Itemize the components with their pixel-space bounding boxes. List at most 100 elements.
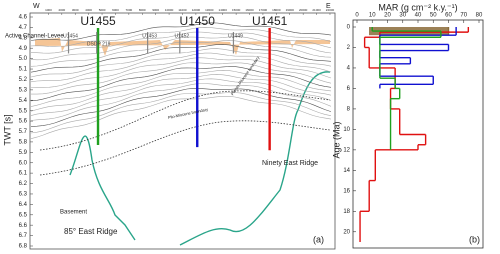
- reflector: [30, 52, 332, 83]
- x-tick-label: 10000: [165, 8, 174, 12]
- y-tick-label: 5.1: [19, 67, 28, 73]
- site-label: U1454: [63, 33, 78, 39]
- y-tick-label: 2: [347, 45, 351, 51]
- y-tick-label: 6.2: [19, 181, 28, 187]
- x-tick-label: 60: [445, 13, 452, 19]
- y-tick-label: 10: [343, 127, 350, 133]
- x-tick-label: 20000: [299, 8, 308, 12]
- y-tick-label: 5.7: [19, 129, 28, 135]
- x-tick-label: 16000: [245, 8, 254, 12]
- y-tick-label: 5.5: [19, 108, 28, 114]
- corner-label: W: [33, 3, 40, 10]
- x-tick-label: 80: [476, 13, 483, 19]
- y-tick-label: 12: [343, 147, 350, 153]
- reflector: [31, 62, 332, 95]
- site-label: U1452: [174, 33, 189, 39]
- panel-label: (b): [469, 234, 480, 244]
- reflector: [30, 88, 332, 127]
- y-tick-label: 6: [347, 86, 351, 92]
- boundary-line: [39, 90, 331, 151]
- y-tick-label: 4.6: [19, 15, 28, 21]
- x-tick-label: 5000: [99, 8, 106, 12]
- x-tick-label: 12000: [192, 8, 201, 12]
- y-axis-label: TWT [s]: [2, 114, 12, 145]
- x-axis-title: MAR (g cm⁻² k.y.⁻¹): [378, 2, 457, 12]
- x-tick-label: 21000: [312, 8, 321, 12]
- x-tick-label: 20: [384, 13, 391, 19]
- y-tick-label: 4.8: [19, 35, 28, 41]
- y-tick-label: 6.1: [19, 171, 28, 177]
- corner-label: E: [326, 3, 331, 10]
- y-tick-label: 6.6: [19, 223, 28, 229]
- x-tick-label: 30: [399, 13, 406, 19]
- x-tick-label: 15000: [232, 8, 241, 12]
- y-tick-label: 8: [347, 106, 351, 112]
- site-label: U1453: [142, 33, 157, 39]
- reflector: [30, 40, 332, 67]
- reflector: [30, 44, 332, 73]
- x-tick-label: 4000: [85, 8, 92, 12]
- x-tick-label: 17000: [259, 8, 268, 12]
- x-tick-label: 22000: [326, 8, 335, 12]
- y-tick-label: 5.3: [19, 87, 28, 93]
- panel-label: (a): [313, 234, 324, 244]
- y-tick-label: 6.5: [19, 212, 28, 218]
- reflector: [30, 96, 332, 139]
- y-tick-label: 6.3: [19, 192, 28, 198]
- channel-levee-fill: [35, 38, 330, 56]
- x-tick-label: 11000: [178, 8, 186, 12]
- annotation: Active Channel-Levee: [5, 34, 64, 40]
- x-tick-label: 9000: [152, 8, 159, 12]
- annotation: Basement: [60, 210, 87, 216]
- x-tick-label: 70: [460, 13, 467, 19]
- y-tick-label: 14: [343, 168, 350, 174]
- reflector: [30, 69, 332, 107]
- y-tick-label: 5.6: [19, 119, 28, 125]
- reflector: [30, 22, 332, 41]
- x-tick-label: 18000: [272, 8, 281, 12]
- reflector: [30, 66, 332, 102]
- x-tick-label: 8000: [139, 8, 146, 12]
- x-tick-label: 50: [430, 13, 437, 19]
- y-tick-label: 5.4: [19, 98, 28, 104]
- reflector: [30, 78, 332, 116]
- y-tick-label: 16: [343, 188, 350, 194]
- y-tick-label: 20: [343, 229, 350, 235]
- y-tick-label: 18: [343, 209, 350, 215]
- x-tick-label: 6000: [112, 8, 119, 12]
- y-tick-label: 5.8: [19, 139, 28, 145]
- reflector: [30, 83, 332, 121]
- basement-line: [69, 135, 136, 241]
- y-tick-label: 6.7: [19, 233, 28, 239]
- y-tick-label: 6.0: [19, 160, 28, 166]
- reflector: [30, 26, 332, 48]
- y-axis-label: Age (Ma): [331, 121, 341, 158]
- site-label: U1450: [180, 14, 216, 28]
- site-label: U1455: [80, 14, 116, 28]
- x-tick-label: 2000: [58, 8, 65, 12]
- x-tick-label: 10: [369, 13, 376, 19]
- site-label: U1451: [252, 14, 288, 28]
- reflector: [30, 36, 332, 61]
- x-tick-label: 19000: [286, 8, 295, 12]
- y-tick-label: 6.4: [19, 202, 28, 208]
- reflector: [30, 48, 332, 78]
- x-tick-label: 13000: [205, 8, 214, 12]
- annotation: 85° East Ridge: [64, 227, 118, 236]
- y-tick-label: 0: [347, 25, 351, 31]
- x-tick-label: 40: [415, 13, 422, 19]
- reflector: [30, 92, 332, 134]
- x-tick-label: 7000: [126, 8, 133, 12]
- y-tick-label: 4.7: [19, 25, 28, 31]
- y-tick-label: 4: [347, 66, 351, 72]
- reflector: [30, 57, 332, 88]
- reflector: [30, 74, 332, 112]
- x-tick-label: 0: [355, 13, 359, 19]
- x-tick-label: 14000: [219, 8, 228, 12]
- reflector: [30, 31, 332, 54]
- y-tick-label: 6.8: [19, 244, 28, 250]
- x-tick-label: 1000: [45, 8, 52, 12]
- site-label: DSDP 218: [87, 41, 111, 47]
- y-tick-label: 4.9: [19, 46, 28, 52]
